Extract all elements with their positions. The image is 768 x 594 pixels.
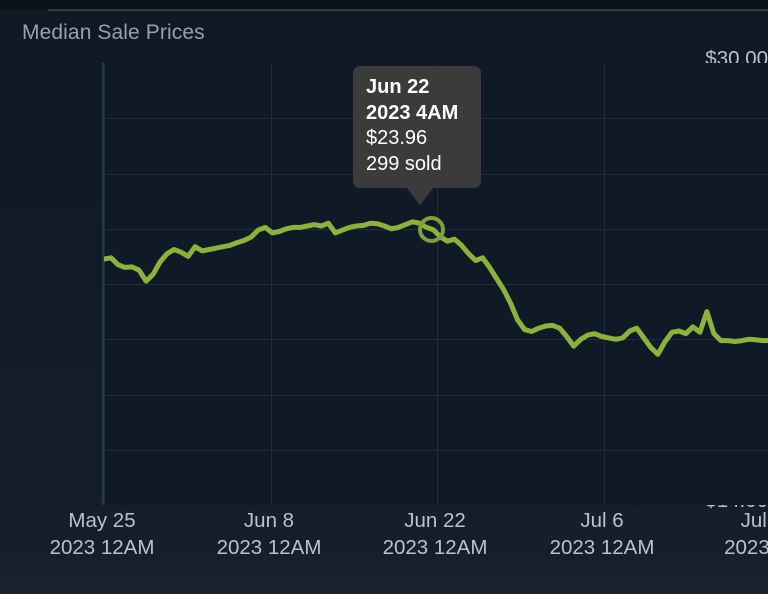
horizontal-gridline [104,394,768,396]
x-tick-date: Jun 8 [243,509,295,532]
x-tick-date: May 25 [68,509,136,532]
highlighted-data-point-marker[interactable] [417,216,445,244]
x-tick-time: 2023 12AM [49,536,155,559]
page-title: Median Sale Prices [22,21,205,44]
horizontal-gridline [104,284,768,285]
data-point-tooltip: Jun 22 2023 4AM $23.96 299 sold [353,66,481,205]
vertical-gridline [437,63,438,505]
x-tick-date: Jul 6 [580,509,624,532]
top-band [0,0,768,9]
x-tick-time: 2023 12AM [549,536,655,559]
x-tick-date: Jul 20 [740,509,768,532]
vertical-gridline [604,63,605,505]
bottom-shade [0,566,768,594]
x-axis-tick-label: Jun 22 2023 12AM [367,507,503,561]
tooltip-volume: 299 sold [366,152,442,175]
x-tick-time: 2023 12A [724,536,768,559]
x-axis-tick-label: May 25 2023 12AM [34,507,170,561]
tooltip-price: $23.96 [366,127,428,149]
horizontal-gridline [104,449,768,451]
x-axis-tick-label: Jul 20 2023 12A [700,507,768,561]
tooltip-time: 2023 4AM [366,101,459,124]
vertical-gridline [271,63,272,505]
horizontal-gridline [104,339,768,341]
x-tick-time: 2023 12AM [216,536,322,559]
tooltip-arrow-icon [407,188,433,205]
top-divider [48,9,768,11]
x-axis-tick-label: Jul 6 2023 12AM [534,507,670,561]
x-tick-date: Jun 22 [404,509,466,532]
x-axis-tick-label: Jun 8 2023 12AM [201,507,337,561]
tooltip-date: Jun 22 [366,76,430,98]
x-tick-time: 2023 12AM [382,536,488,559]
vertical-gridline [104,63,105,505]
